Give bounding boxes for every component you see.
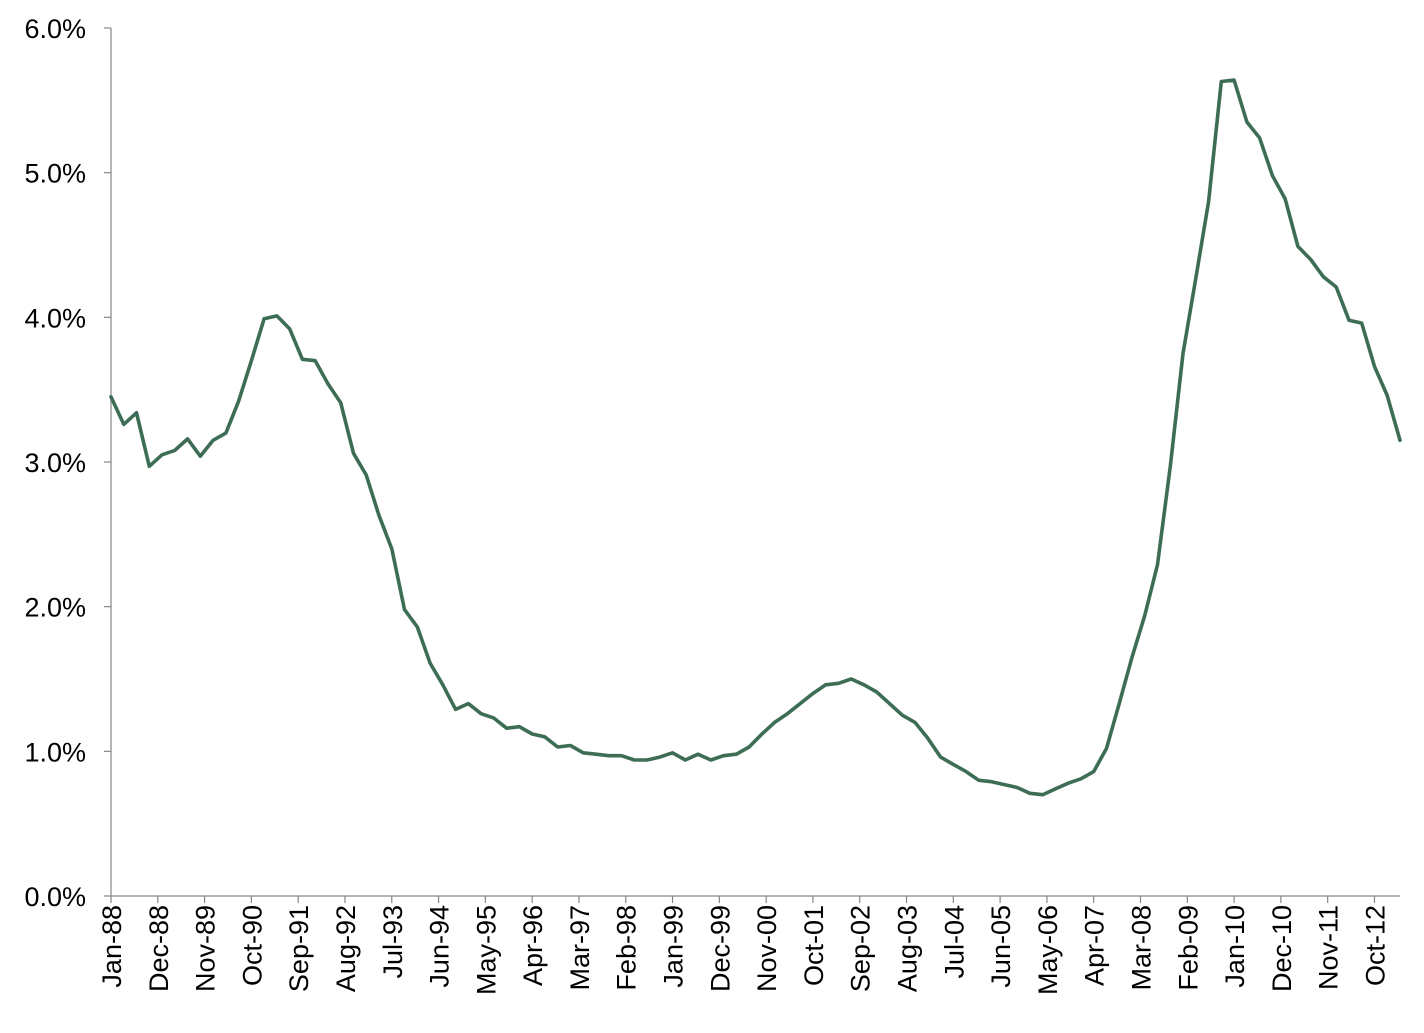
x-tick-label: Oct-01 [799,905,829,986]
x-tick-label: Apr-07 [1080,905,1110,986]
y-tick-label: 1.0% [24,737,86,767]
x-tick-label: Dec-99 [705,905,735,992]
x-tick-label: Jun-05 [986,905,1016,988]
x-tick-label: Jun-94 [425,905,455,988]
x-tick-label: Feb-98 [612,905,642,991]
x-tick-label: Nov-11 [1314,905,1344,990]
y-tick-label: 4.0% [24,303,86,333]
x-tick-label: Apr-96 [518,905,548,986]
x-tick-label: Oct-12 [1360,905,1390,986]
y-tick-label: 6.0% [24,14,86,44]
x-tick-label: Jan-99 [659,905,689,988]
y-tick-label: 5.0% [24,159,86,189]
x-tick-label: Dec-10 [1267,905,1297,992]
x-tick-label: May-06 [1033,905,1063,995]
x-tick-label: Jul-93 [378,905,408,979]
y-axis: 0.0% 1.0% 2.0% 3.0% 4.0% 5.0% 6.0% [24,14,112,912]
x-tick-label: Jul-04 [939,905,969,979]
series-line [109,78,1402,797]
x-tick-label: Oct-90 [237,905,267,986]
x-tick-label: Jan-10 [1220,905,1250,988]
x-tick-label: Sep-02 [846,905,876,992]
x-tick-label: Jan-88 [97,905,127,988]
y-tick-label: 3.0% [24,448,86,478]
x-tick-label: Feb-09 [1173,905,1203,991]
x-tick-label: Aug-03 [893,905,923,992]
x-tick-label: Nov-89 [191,905,221,992]
x-tick-label: Dec-88 [144,905,174,992]
x-axis: Jan-88 Dec-88 Nov-89 Oct-90 Sep-91 Aug-92 Jul-… [97,895,1400,995]
y-tick-label: 2.0% [24,593,86,623]
x-tick-label: Aug-92 [331,905,361,992]
x-tick-label: May-95 [471,905,501,995]
y-tick-label: 0.0% [24,882,86,912]
x-tick-label: Nov-00 [752,905,782,992]
x-tick-label: Mar-97 [565,905,595,991]
x-tick-label: Sep-91 [284,905,314,992]
x-tick-label: Mar-08 [1126,905,1156,991]
series-group [109,78,1402,797]
